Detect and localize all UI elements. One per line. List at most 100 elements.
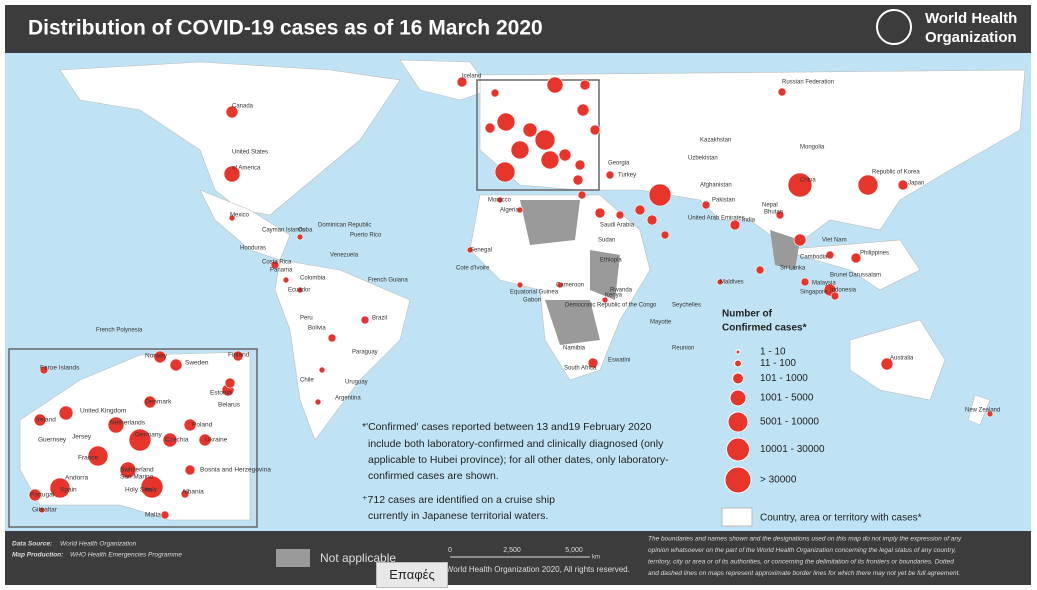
case-bubble xyxy=(579,79,591,91)
country-label: Reunion xyxy=(672,346,694,352)
case-bubble xyxy=(615,210,625,220)
country-label: Uzbekistan xyxy=(688,156,718,162)
case-bubble xyxy=(228,214,236,222)
country-label: Brazil xyxy=(372,316,387,322)
case-bubble xyxy=(556,281,564,289)
case-bubble xyxy=(729,219,741,231)
country-label: Rwanda xyxy=(610,288,633,294)
note-line: currently in Japanese territorial waters… xyxy=(368,510,548,522)
case-bubble xyxy=(634,204,646,216)
country-label: Saudi Arabia xyxy=(600,223,635,229)
case-bubble xyxy=(775,210,785,220)
country-label: New Zealand xyxy=(965,408,1000,414)
inset-frame xyxy=(476,79,600,191)
case-bubble xyxy=(223,165,241,183)
inset-label: Andorra xyxy=(65,475,89,482)
legend-title: Confirmed cases* xyxy=(722,323,807,334)
case-bubble xyxy=(494,161,516,183)
inset-label: San Marino xyxy=(120,474,154,481)
country-label: Kenya xyxy=(605,293,623,299)
case-bubble xyxy=(574,159,586,171)
logo-text: Organization xyxy=(925,29,1017,46)
case-bubble xyxy=(522,122,538,138)
legend-title: Number of xyxy=(722,309,773,320)
legend-territory: Country, area or territory with cases* xyxy=(760,513,922,524)
scale-label: 5,000 xyxy=(565,547,583,554)
case-bubble xyxy=(558,148,572,162)
case-bubble xyxy=(296,233,304,241)
inset-label: Malta xyxy=(145,512,161,519)
legend-label: 10001 - 30000 xyxy=(760,444,825,455)
inset-label: Faroe Islands xyxy=(40,365,80,372)
footer-bar xyxy=(5,531,1031,585)
country-label: Bolivia xyxy=(308,326,326,332)
case-bubble xyxy=(38,506,46,514)
disclaimer-line: and dashed lines on maps represent appro… xyxy=(648,570,960,577)
production: WHO Health Emergencies Programme xyxy=(70,552,182,559)
country-label: of America xyxy=(232,166,261,172)
legend-bubble xyxy=(732,372,744,385)
country-label: Panama xyxy=(270,268,293,274)
inset-label: Jersey xyxy=(72,434,92,441)
country-label: Chile xyxy=(300,378,314,384)
country-label: Cote d'Ivoire xyxy=(456,266,490,272)
inset-label: Germany xyxy=(135,432,162,439)
note-line: *'Confirmed' cases reported between 13 a… xyxy=(362,421,652,433)
country-label: Indonesia xyxy=(830,288,857,294)
land xyxy=(59,59,1026,441)
case-bubble xyxy=(800,277,810,287)
legend-bubble xyxy=(724,466,752,494)
country-label: Mongolia xyxy=(800,145,825,151)
country-label: Colombia xyxy=(300,276,326,282)
logo-text: World Health xyxy=(925,10,1017,27)
country-label: Georgia xyxy=(608,161,630,167)
country-label: China xyxy=(800,178,816,184)
country-label: Dominican Republic xyxy=(318,223,371,229)
legend-label: 1001 - 5000 xyxy=(760,393,814,404)
legend-label: > 30000 xyxy=(760,475,797,486)
country-label: Philippines xyxy=(860,251,889,257)
case-bubble xyxy=(153,350,167,364)
tooltip[interactable]: Επαφές xyxy=(376,562,448,588)
legend-label: 1 - 10 xyxy=(760,347,786,358)
inset-label: Norway xyxy=(145,353,168,360)
case-bubble xyxy=(793,233,807,247)
country-label: Cayman Islands xyxy=(262,228,305,234)
inset-label: Czechia xyxy=(165,437,189,444)
country-label: Paraguay xyxy=(352,350,378,356)
not-applicable-areas xyxy=(520,200,800,345)
legend-label: 11 - 100 xyxy=(760,358,796,369)
inset-label: Poland xyxy=(192,422,213,429)
country-label: Maldives xyxy=(720,280,744,286)
inset-label: Guernsey xyxy=(38,437,67,444)
case-bubble xyxy=(880,357,894,371)
case-bubble xyxy=(490,88,500,98)
case-bubble xyxy=(39,365,49,375)
legend-bubble xyxy=(735,349,741,355)
scale-unit: km xyxy=(592,555,600,561)
inset-label: Switzerland xyxy=(120,467,154,474)
country-label: United Arab Emirates xyxy=(688,216,745,222)
country-label: Pakistan xyxy=(712,198,735,204)
case-bubble xyxy=(318,366,326,374)
case-bubble xyxy=(534,129,556,151)
case-bubble xyxy=(33,413,47,427)
legend-bubble xyxy=(734,359,742,368)
case-bubble xyxy=(128,428,152,452)
case-bubble xyxy=(830,291,840,301)
case-bubble xyxy=(282,276,290,284)
note-line: applicable to Hubei province); for all o… xyxy=(368,454,669,466)
country-label: Algeria xyxy=(500,208,519,214)
case-bubble xyxy=(87,445,109,467)
country-label: French Guiana xyxy=(368,278,408,284)
source: World Health Organization xyxy=(60,541,137,548)
production-label: Map Production: xyxy=(12,552,63,559)
country-label: South Africa xyxy=(564,366,597,372)
case-bubble xyxy=(646,214,658,226)
case-bubble xyxy=(180,489,190,499)
inset-label: Portugal xyxy=(30,492,55,499)
case-bubble xyxy=(572,174,584,186)
country-label: Morocco xyxy=(488,198,512,204)
country-label: Brunei Darussalam xyxy=(830,273,881,279)
